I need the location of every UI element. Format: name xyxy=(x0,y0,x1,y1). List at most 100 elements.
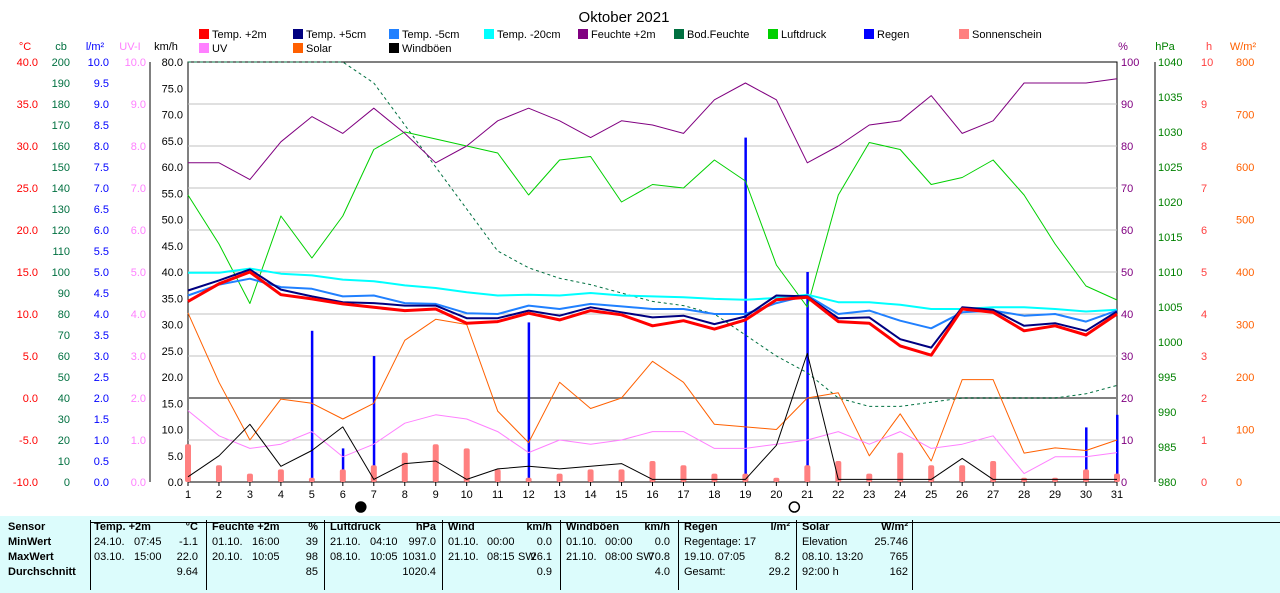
tick-label-solar: 200 xyxy=(1236,372,1254,384)
tick-label-hum: 100 xyxy=(1121,57,1139,69)
stats-rain-header: Regen xyxy=(684,521,718,533)
stats-hum-max-date: 20.10. xyxy=(212,551,243,563)
legend-label: Regen xyxy=(877,29,909,41)
sunshine-bar xyxy=(897,452,904,482)
tick-label-wind: 75.0 xyxy=(162,83,183,95)
stats-solar-elevation-label: Elevation xyxy=(802,536,848,548)
series-line-windb-en xyxy=(187,352,1117,480)
tick-label-rain: 9.5 xyxy=(94,78,109,90)
x-tick-label: 16 xyxy=(646,489,658,501)
tick-label-wind: 30.0 xyxy=(162,320,183,332)
tick-label-press: 1000 xyxy=(1158,337,1182,349)
tick-label-press: 990 xyxy=(1158,407,1176,419)
tick-label-press: 980 xyxy=(1158,477,1176,489)
tick-label-rain: 5.5 xyxy=(94,246,109,258)
tick-label-uv: 9.0 xyxy=(131,99,146,111)
stats-divider xyxy=(206,520,207,590)
axis-unit-solar: W/m² xyxy=(1230,41,1257,53)
tick-label-press: 1035 xyxy=(1158,92,1182,104)
stats-wind-max-direction: SW xyxy=(518,551,536,563)
new-moon-icon xyxy=(355,501,367,513)
stats-press-min-date: 21.10. xyxy=(330,536,361,548)
tick-label-press: 1010 xyxy=(1158,267,1182,279)
stats-solar-elevation-value: 25.746 xyxy=(874,536,908,548)
tick-label-sun: 7 xyxy=(1201,183,1207,195)
tick-label-cb: 160 xyxy=(52,141,70,153)
x-tick-label: 6 xyxy=(340,489,346,501)
tick-label-hum: 80 xyxy=(1121,141,1133,153)
tick-label-sun: 10 xyxy=(1201,57,1213,69)
stats-temp-max-time: 15:00 xyxy=(134,551,162,563)
tick-label-uv: 10.0 xyxy=(125,57,146,69)
tick-label-solar: 800 xyxy=(1236,57,1254,69)
x-tick-label: 9 xyxy=(433,489,439,501)
series-line-temp-5cm xyxy=(187,268,1118,349)
tick-label-temp: 40.0 xyxy=(17,57,38,69)
tick-label-cb: 10 xyxy=(58,456,70,468)
stats-press-max-date: 08.10. xyxy=(330,551,361,563)
stats-hum-min-time: 16:00 xyxy=(252,536,280,548)
sunshine-bar xyxy=(494,469,501,482)
legend-label: Bod.Feuchte xyxy=(687,29,749,41)
series-line-temp-20cm xyxy=(188,267,1118,313)
stats-wind-avg-value: 0.9 xyxy=(536,566,552,578)
x-tick-label: 21 xyxy=(801,489,813,501)
stats-gust-min-time: 00:00 xyxy=(605,536,633,548)
sunshine-bar xyxy=(835,461,842,482)
sunshine-bar xyxy=(587,469,594,482)
stats-rain-unit: l/m² xyxy=(770,521,790,533)
sunshine-bar xyxy=(990,461,997,482)
axis-unit-press: hPa xyxy=(1155,41,1175,53)
stats-label-max: MaxWert xyxy=(8,551,54,563)
x-tick-label: 11 xyxy=(492,489,503,501)
legend-swatch xyxy=(199,29,209,39)
tick-label-hum: 0 xyxy=(1121,477,1127,489)
tick-label-rain: 7.5 xyxy=(94,162,109,174)
tick-label-solar: 500 xyxy=(1236,215,1254,227)
tick-label-hum: 30 xyxy=(1121,351,1133,363)
tick-label-cb: 130 xyxy=(52,204,70,216)
axis-unit-cb: cb xyxy=(55,41,67,53)
tick-label-wind: 20.0 xyxy=(162,372,183,384)
stats-wind-max-time: 08:15 xyxy=(487,551,515,563)
tick-label-cb: 140 xyxy=(52,183,70,195)
stats-temp-max-date: 03.10. xyxy=(94,551,125,563)
sunshine-bar xyxy=(556,473,563,482)
tick-label-uv: 0.0 xyxy=(131,477,146,489)
tick-label-temp: 0.0 xyxy=(23,393,38,405)
stats-press-header: Luftdruck xyxy=(330,521,381,533)
rain-bar xyxy=(341,448,345,482)
series-line-solar xyxy=(187,312,1118,462)
stats-gust-unit: km/h xyxy=(644,521,670,533)
x-tick-label: 7 xyxy=(371,489,377,501)
tick-label-temp: 15.0 xyxy=(17,267,38,279)
tick-label-uv: 8.0 xyxy=(131,141,146,153)
tick-label-cb: 100 xyxy=(52,267,70,279)
axis-unit-temp: °C xyxy=(19,41,31,53)
tick-label-uv: 5.0 xyxy=(131,267,146,279)
x-tick-label: 27 xyxy=(987,489,999,501)
tick-label-sun: 6 xyxy=(1201,225,1207,237)
rain-bar xyxy=(1085,427,1088,482)
legend-label: Sonnenschein xyxy=(972,29,1042,41)
statistics-panel: Sensor MinWert MaxWert Durchschnitt Temp… xyxy=(0,516,1280,593)
stats-solar-hours: 92:00 h xyxy=(802,566,839,578)
x-tick-label: 14 xyxy=(584,489,596,501)
stats-solar-unit: W/m² xyxy=(881,521,908,533)
sunshine-bar xyxy=(649,461,656,482)
tick-label-cb: 200 xyxy=(52,57,70,69)
x-tick-label: 26 xyxy=(956,489,968,501)
tick-label-rain: 8.0 xyxy=(94,141,109,153)
stats-press-unit: hPa xyxy=(415,521,436,533)
x-axis: 1 2 3 4 5 6 7 8 9 10 11 12 13 14 15 16 17 18 19 20 21 22 23 24 2… xyxy=(185,482,1123,513)
series-line-uv xyxy=(187,410,1118,475)
stats-press-max-time: 10:05 xyxy=(370,551,398,563)
stats-label-avg: Durchschnitt xyxy=(8,566,76,578)
stats-rain-total-value: 29.2 xyxy=(768,566,790,578)
rain-bar xyxy=(310,330,314,482)
x-tick-label: 3 xyxy=(247,489,253,501)
tick-label-rain: 0.0 xyxy=(94,477,109,489)
rain-bar xyxy=(1116,414,1119,482)
x-tick-label: 23 xyxy=(863,489,875,501)
legend-label: Temp. -20cm xyxy=(497,29,561,41)
